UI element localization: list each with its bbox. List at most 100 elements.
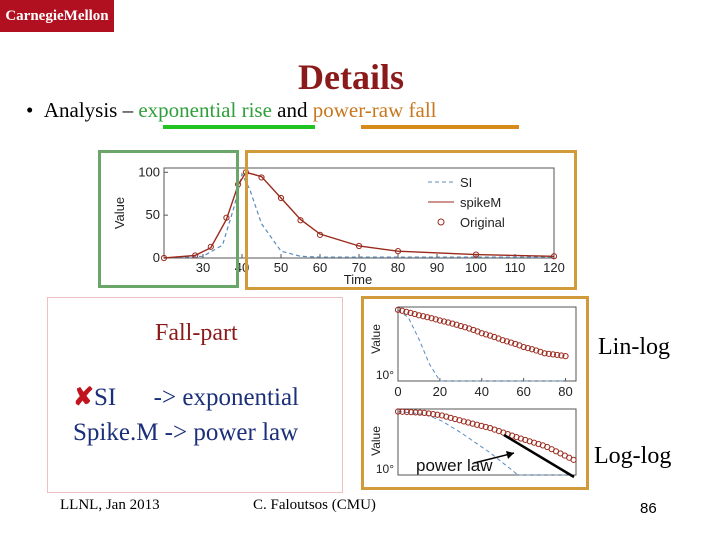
original-point (160, 254, 168, 262)
bullet-exponential-rise: exponential rise (138, 98, 272, 122)
loglog-original-point (465, 419, 472, 426)
si-line-text: SI -> exponential (93, 384, 299, 411)
linlog-original-point (549, 351, 557, 358)
log-log-label: Log-log (594, 443, 672, 469)
loglog-y-label: Value (369, 426, 383, 456)
x-tick-label: 30 (196, 260, 210, 275)
loglog-original-point (473, 421, 481, 428)
original-point (297, 217, 304, 224)
loglog-original-point (482, 423, 489, 431)
lin-log-chart: 0 20 40 60 80 10° Value (369, 306, 577, 399)
x-tick-label: 120 (543, 260, 565, 275)
bullet-prefix: Analysis – (43, 98, 134, 122)
linlog-original-point (436, 317, 443, 324)
linlog-original-point (440, 318, 448, 325)
bullet-analysis: • Analysis – exponential rise and power-… (26, 98, 437, 123)
linlog-original-point (503, 338, 510, 345)
loglog-original-point (394, 408, 402, 415)
y-tick-label: 100 (138, 164, 160, 179)
loglog-original-point (469, 420, 476, 427)
loglog-original-point (434, 411, 441, 418)
linlog-original-point (457, 322, 464, 330)
rise-highlight-box (98, 150, 239, 288)
linlog-original-point (428, 315, 435, 322)
y-tick-label: 50 (146, 207, 160, 222)
loglog-original-point (430, 411, 437, 418)
loglog-original-point (456, 417, 463, 424)
linlog-y-label: Value (369, 324, 383, 354)
loglog-y-tick-label: 10° (376, 462, 394, 476)
spikem-series-line (163, 171, 555, 259)
linlog-original-point (487, 332, 494, 339)
bullet-power-raw-fall: power-raw fall (312, 98, 437, 122)
linlog-original-point (453, 321, 460, 328)
linlog-original-point (470, 326, 477, 334)
linlog-original-point (537, 348, 544, 355)
linlog-original-point (420, 313, 427, 320)
original-point (223, 214, 230, 221)
linlog-original-point (403, 308, 410, 315)
loglog-original-point (421, 409, 428, 416)
x-tick-label: 60 (313, 260, 327, 275)
page-number: 86 (640, 500, 657, 517)
linlog-x-tick-label: 20 (433, 384, 447, 399)
legend-original-swatch (437, 218, 445, 226)
loglog-original-point (478, 422, 485, 429)
linlog-original-point (407, 309, 414, 316)
cmu-logo: CarnegieMellon (0, 0, 114, 32)
y-axis-label: Value (112, 197, 127, 229)
bullet-and: and (277, 98, 308, 122)
linlog-x-tick-label: 0 (394, 384, 401, 399)
loglog-original-point (460, 418, 467, 425)
loglog-original-point (447, 414, 454, 421)
slide-title: Details (298, 57, 404, 97)
log-log-chart: 10° Value power law (369, 408, 577, 479)
footer-author: C. Faloutsos (CMU) (253, 497, 376, 513)
fall-part-title: Fall-part (155, 320, 238, 346)
linlog-original-point (528, 346, 536, 353)
original-point (316, 231, 324, 238)
original-point (277, 194, 285, 202)
original-point (394, 248, 402, 255)
linlog-original-point (466, 325, 473, 332)
y-tick-label: 0 (153, 250, 160, 265)
loglog-original-point (412, 409, 419, 416)
x-tick-label: 50 (274, 260, 288, 275)
bullet-dot: • (26, 98, 44, 122)
linlog-original-point (461, 324, 469, 331)
linlog-y-tick-label: 10° (376, 368, 394, 382)
linlog-original-point (478, 330, 485, 337)
linlog-original-point (545, 350, 552, 357)
linlog-original-point (520, 343, 527, 351)
linlog-original-point (507, 339, 515, 346)
linlog-original-point (558, 352, 565, 359)
main-chart: 30 40 50 60 70 80 90 100 110 120050100TimeValueSI… (112, 164, 565, 287)
linlog-original-point (445, 319, 452, 326)
linlog-original-point (512, 340, 519, 348)
loglog-original-point (403, 408, 410, 416)
lin-log-label: Lin-log (598, 334, 670, 360)
loglog-original-point (425, 410, 432, 417)
loglog-original-point (399, 408, 406, 415)
linlog-original-point (424, 314, 431, 321)
x-tick-label: 90 (430, 260, 444, 275)
footer-venue: LLNL, Jan 2013 (60, 497, 160, 513)
linlog-original-point (499, 337, 506, 344)
loglog-original-point (451, 415, 459, 423)
annotation-arrow-head (506, 451, 514, 459)
linlog-original-point (562, 353, 569, 360)
fall-highlight-box (245, 150, 577, 290)
linlog-frame (397, 306, 577, 382)
original-point (355, 242, 363, 250)
original-point (192, 252, 199, 259)
linlog-original-point (482, 331, 490, 338)
legend-spikem-label: spikeM (460, 195, 501, 210)
linlog-original-point (394, 306, 402, 313)
original-point (258, 174, 265, 181)
power-law-reference-line (503, 433, 575, 479)
loglog-original-point (416, 409, 424, 416)
linlog-original-point (524, 345, 531, 352)
loglog-original-point (443, 413, 450, 420)
linlog-original-point (415, 312, 423, 319)
spikem-line: Spike.M -> power law (73, 419, 299, 446)
